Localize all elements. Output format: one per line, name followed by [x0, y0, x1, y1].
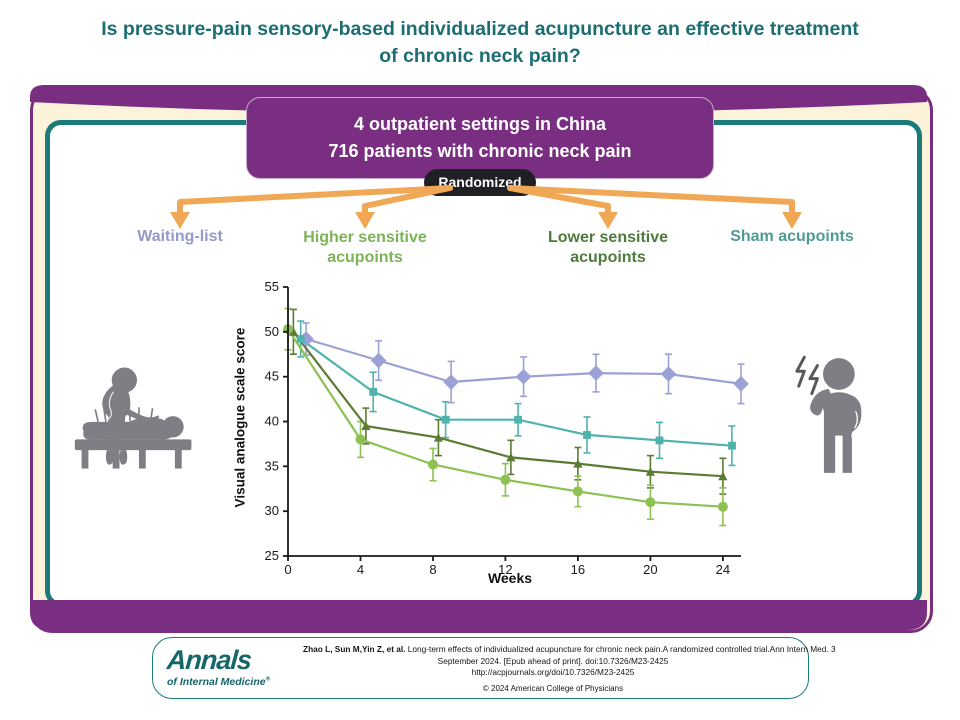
svg-text:25: 25: [265, 548, 279, 563]
svg-text:24: 24: [716, 562, 730, 577]
svg-text:8: 8: [429, 562, 436, 577]
svg-text:20: 20: [643, 562, 657, 577]
svg-text:0: 0: [284, 562, 291, 577]
svg-text:35: 35: [265, 458, 279, 473]
svg-text:40: 40: [265, 414, 279, 429]
svg-text:45: 45: [265, 369, 279, 384]
svg-text:30: 30: [265, 503, 279, 518]
svg-text:16: 16: [571, 562, 585, 577]
svg-text:4: 4: [357, 562, 364, 577]
svg-text:50: 50: [265, 324, 279, 339]
svg-text:12: 12: [498, 562, 512, 577]
svg-text:55: 55: [265, 279, 279, 294]
